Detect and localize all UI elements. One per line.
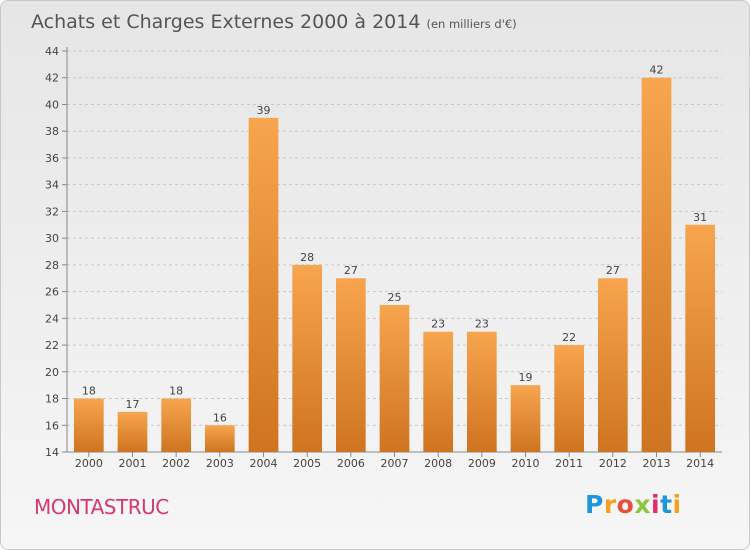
labels: 14 16 18 20 22 24 26 28 30 32 34 36 38 40 42 44 18 2000 17…: [45, 45, 714, 470]
y-tick-label: 16: [45, 419, 59, 432]
bar-2012: [597, 278, 628, 452]
y-tick-label: 32: [45, 205, 59, 218]
x-tick-label-2009: 2009: [468, 457, 496, 470]
x-tick-label-2007: 2007: [381, 457, 409, 470]
bar-2003: [204, 425, 235, 452]
data-label-2001: 17: [126, 398, 140, 411]
data-label-2009: 23: [475, 318, 489, 331]
bar-2005: [292, 264, 323, 452]
logo-letter: P: [585, 490, 604, 519]
x-tick-label-2014: 2014: [686, 457, 714, 470]
logo-letter: t: [660, 490, 673, 519]
x-tick-label-2002: 2002: [162, 457, 190, 470]
y-tick-label: 22: [45, 339, 59, 352]
data-label-2005: 28: [300, 251, 314, 264]
bar-2013: [641, 77, 672, 452]
y-tick-label: 14: [45, 446, 59, 459]
data-label-2011: 22: [562, 331, 576, 344]
logo-letter: i: [672, 490, 682, 519]
x-tick-label-2005: 2005: [293, 457, 321, 470]
x-tick-label-2010: 2010: [512, 457, 540, 470]
data-label-2012: 27: [606, 264, 620, 277]
bar-2009: [466, 331, 497, 452]
bar-2014: [685, 224, 716, 452]
bar-2000: [73, 398, 104, 452]
y-tick-label: 18: [45, 393, 59, 406]
y-tick-label: 40: [45, 98, 59, 111]
x-tick-label-2001: 2001: [119, 457, 147, 470]
bar-2010: [510, 385, 541, 452]
bar-2007: [379, 304, 410, 452]
y-tick-label: 42: [45, 72, 59, 85]
bar-2004: [248, 117, 279, 452]
data-label-2002: 18: [169, 385, 183, 398]
bar-2001: [117, 411, 148, 452]
data-label-2004: 39: [257, 104, 271, 117]
y-tick-label: 20: [45, 366, 59, 379]
y-tick-label: 36: [45, 152, 59, 165]
y-tick-label: 38: [45, 125, 59, 138]
y-tick-label: 34: [45, 179, 59, 192]
bar-2006: [335, 278, 366, 452]
logo-letter: o: [616, 490, 635, 519]
bar-2011: [554, 345, 585, 452]
x-tick-label-2012: 2012: [599, 457, 627, 470]
data-label-2013: 42: [650, 64, 664, 77]
data-label-2008: 23: [431, 318, 445, 331]
x-tick-label-2008: 2008: [424, 457, 452, 470]
x-tick-label-2011: 2011: [555, 457, 583, 470]
data-label-2003: 16: [213, 411, 227, 424]
x-tick-label-2013: 2013: [643, 457, 671, 470]
data-label-2007: 25: [388, 291, 402, 304]
x-tick-label-2003: 2003: [206, 457, 234, 470]
logo-letter: i: [651, 490, 661, 519]
proxiti-logo: Proxiti: [585, 490, 682, 519]
bars: [73, 77, 716, 452]
data-label-2000: 18: [82, 385, 96, 398]
bar-2002: [161, 398, 192, 452]
chart-subtitle: (en milliers d'€): [426, 17, 517, 31]
chart-title-text: Achats et Charges Externes 2000 à 2014: [31, 11, 421, 33]
data-label-2006: 27: [344, 264, 358, 277]
y-tick-label: 30: [45, 232, 59, 245]
logo-letter: x: [634, 490, 651, 519]
commune-name: MONTASTRUC: [34, 495, 169, 519]
x-tick-label-2004: 2004: [250, 457, 278, 470]
data-label-2010: 19: [519, 371, 533, 384]
x-tick-label-2000: 2000: [75, 457, 103, 470]
chart-title: Achats et Charges Externes 2000 à 2014 (e…: [31, 8, 517, 36]
logo-letter: r: [603, 490, 617, 519]
y-tick-label: 24: [45, 312, 59, 325]
y-tick-label: 28: [45, 259, 59, 272]
x-tick-label-2006: 2006: [337, 457, 365, 470]
y-tick-label: 26: [45, 286, 59, 299]
data-label-2014: 31: [693, 211, 707, 224]
y-tick-label: 44: [45, 45, 59, 58]
bar-2008: [423, 331, 454, 452]
